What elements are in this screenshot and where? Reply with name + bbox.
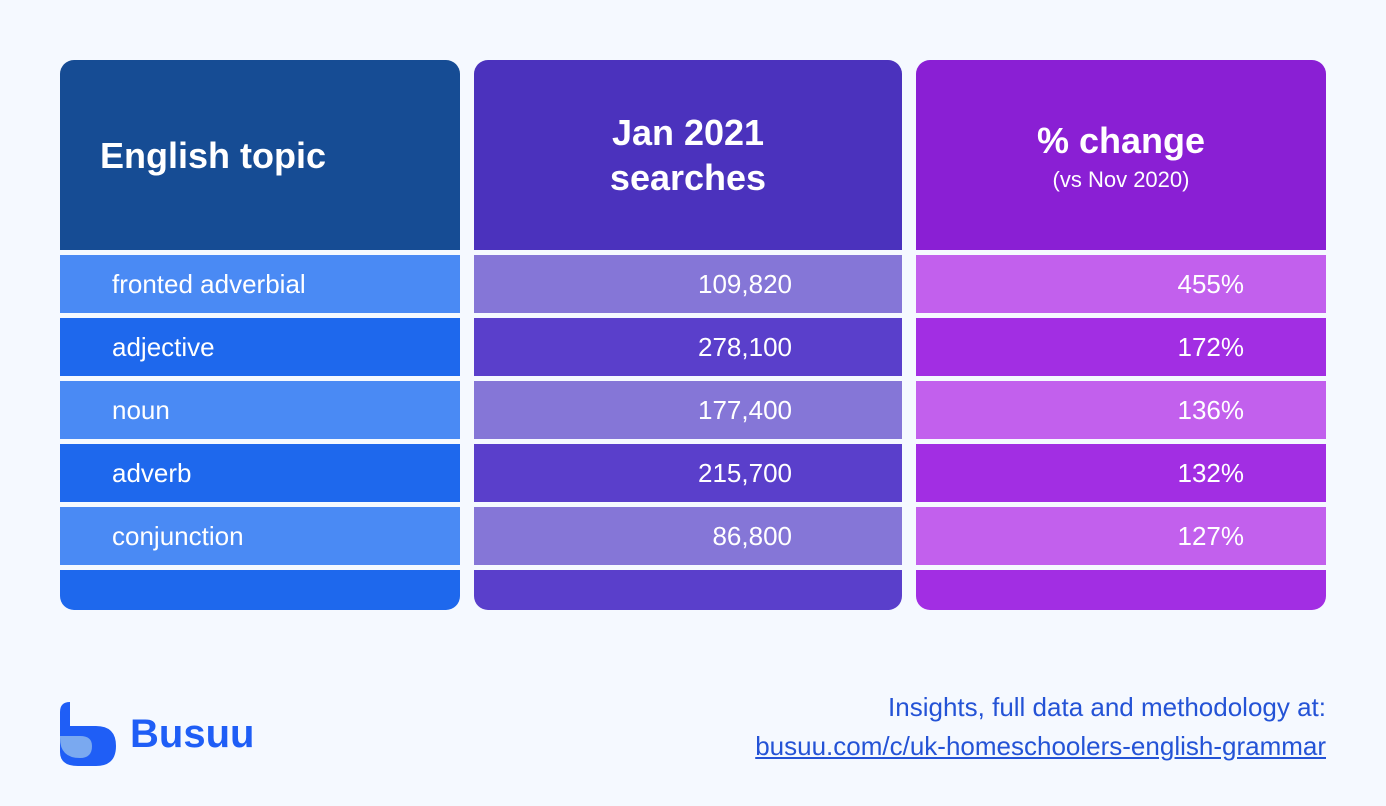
- cell-text: 215,700: [698, 458, 792, 489]
- cell-text: 132%: [1178, 458, 1245, 489]
- busuu-logo-text: Busuu: [130, 712, 254, 757]
- data-table: English topic fronted adverbial adjectiv…: [60, 60, 1326, 610]
- header-title-searches-l2: searches: [610, 155, 766, 200]
- table-row: noun: [60, 381, 460, 439]
- table-row: 127%: [916, 507, 1326, 565]
- header-change: % change (vs Nov 2020): [916, 60, 1326, 250]
- table-row: 278,100: [474, 318, 902, 376]
- footer-insights-text: Insights, full data and methodology at:: [755, 688, 1326, 727]
- cell-text: fronted adverbial: [112, 269, 306, 300]
- footer: Busuu Insights, full data and methodolog…: [60, 658, 1326, 766]
- cell-text: 136%: [1178, 395, 1245, 426]
- table-row: fronted adverbial: [60, 255, 460, 313]
- footer-link[interactable]: busuu.com/c/uk-homeschoolers-english-gra…: [755, 727, 1326, 766]
- table-row: adjective: [60, 318, 460, 376]
- cell-text: 86,800: [712, 521, 792, 552]
- table-row: 136%: [916, 381, 1326, 439]
- cell-text: 109,820: [698, 269, 792, 300]
- column-footer: [60, 570, 460, 610]
- cell-text: noun: [112, 395, 170, 426]
- cell-text: 278,100: [698, 332, 792, 363]
- column-footer: [916, 570, 1326, 610]
- table-row: 109,820: [474, 255, 902, 313]
- cell-text: 455%: [1178, 269, 1245, 300]
- header-title-topic: English topic: [100, 133, 326, 178]
- column-topic: English topic fronted adverbial adjectiv…: [60, 60, 460, 610]
- header-subtitle-change: (vs Nov 2020): [1053, 167, 1190, 193]
- table-row: 172%: [916, 318, 1326, 376]
- cell-text: adjective: [112, 332, 215, 363]
- column-searches: Jan 2021 searches 109,820 278,100 177,40…: [474, 60, 902, 610]
- header-topic: English topic: [60, 60, 460, 250]
- cell-text: adverb: [112, 458, 192, 489]
- cell-text: 127%: [1178, 521, 1245, 552]
- table-row: 86,800: [474, 507, 902, 565]
- cell-text: 177,400: [698, 395, 792, 426]
- column-change: % change (vs Nov 2020) 455% 172% 136% 13…: [916, 60, 1326, 610]
- busuu-logo-icon: [60, 702, 116, 766]
- header-title-searches: Jan 2021: [612, 110, 764, 155]
- table-row: 177,400: [474, 381, 902, 439]
- column-footer: [474, 570, 902, 610]
- table-row: 132%: [916, 444, 1326, 502]
- cell-text: conjunction: [112, 521, 244, 552]
- table-row: 455%: [916, 255, 1326, 313]
- table-row: adverb: [60, 444, 460, 502]
- busuu-logo: Busuu: [60, 702, 254, 766]
- table-row: conjunction: [60, 507, 460, 565]
- header-title-change: % change: [1037, 118, 1205, 163]
- table-row: 215,700: [474, 444, 902, 502]
- footer-attribution: Insights, full data and methodology at: …: [755, 688, 1326, 766]
- header-searches: Jan 2021 searches: [474, 60, 902, 250]
- cell-text: 172%: [1178, 332, 1245, 363]
